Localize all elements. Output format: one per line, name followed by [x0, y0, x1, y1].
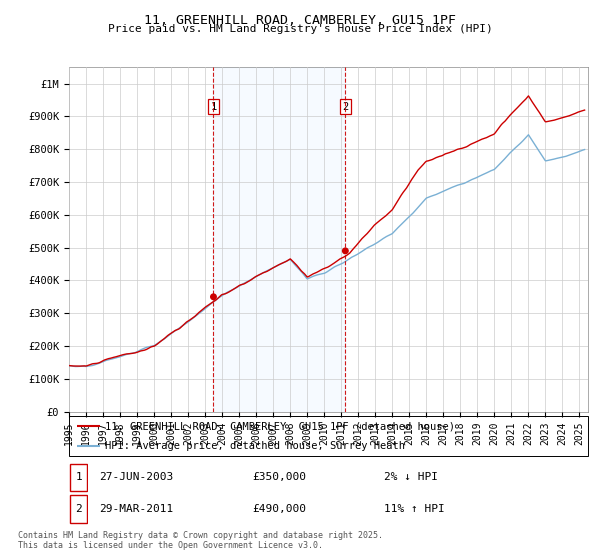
Text: 29-MAR-2011: 29-MAR-2011 [99, 505, 173, 514]
Text: £490,000: £490,000 [252, 505, 306, 514]
Text: 11, GREENHILL ROAD, CAMBERLEY, GU15 1PF (detached house): 11, GREENHILL ROAD, CAMBERLEY, GU15 1PF … [106, 421, 455, 431]
Text: 11% ↑ HPI: 11% ↑ HPI [384, 505, 445, 514]
Text: Contains HM Land Registry data © Crown copyright and database right 2025.
This d: Contains HM Land Registry data © Crown c… [18, 531, 383, 550]
Text: £350,000: £350,000 [252, 473, 306, 482]
Text: Price paid vs. HM Land Registry's House Price Index (HPI): Price paid vs. HM Land Registry's House … [107, 24, 493, 34]
Point [209, 292, 218, 301]
Text: HPI: Average price, detached house, Surrey Heath: HPI: Average price, detached house, Surr… [106, 441, 406, 451]
Text: 27-JUN-2003: 27-JUN-2003 [99, 473, 173, 482]
Point [341, 246, 350, 255]
Text: 2: 2 [342, 102, 349, 112]
Text: 2% ↓ HPI: 2% ↓ HPI [384, 473, 438, 482]
Text: 2: 2 [75, 505, 82, 514]
Text: 1: 1 [75, 473, 82, 482]
Text: 1: 1 [211, 102, 217, 112]
Text: 11, GREENHILL ROAD, CAMBERLEY, GU15 1PF: 11, GREENHILL ROAD, CAMBERLEY, GU15 1PF [144, 14, 456, 27]
Bar [214, 67, 346, 412]
